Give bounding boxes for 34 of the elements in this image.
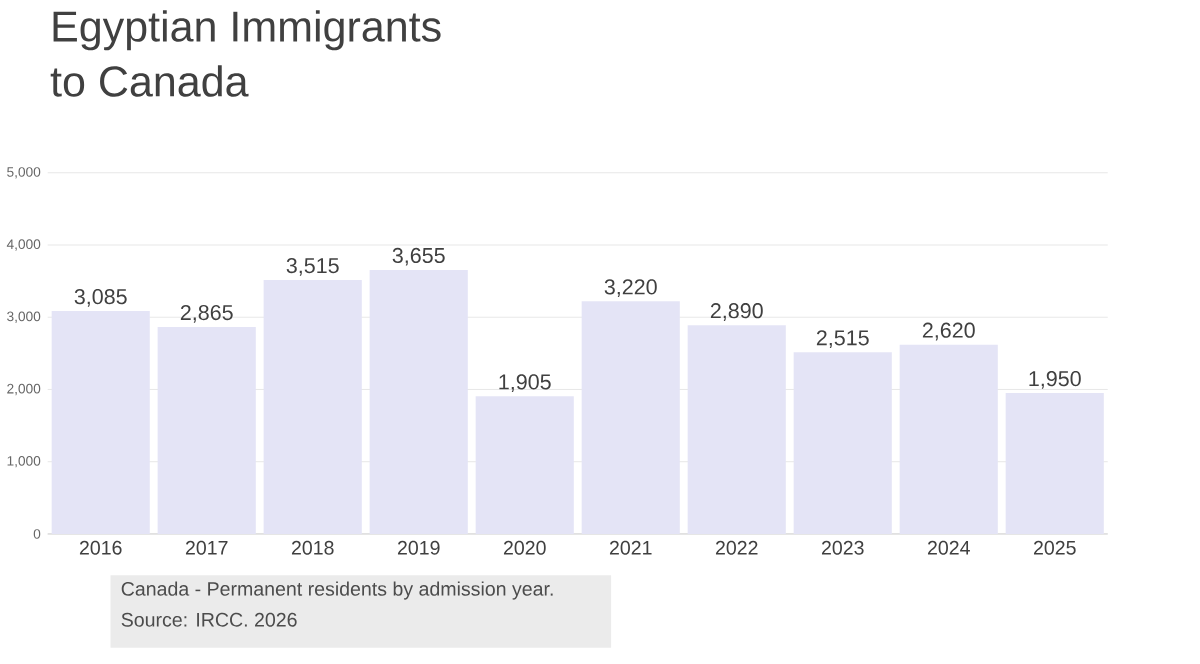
bar bbox=[369, 270, 468, 535]
data-label: 2,865 bbox=[180, 305, 233, 323]
x-tick-label: 2017 bbox=[185, 541, 228, 555]
x-tick-label: 2022 bbox=[715, 541, 758, 555]
x-tick-label: 2021 bbox=[609, 541, 652, 555]
data-label: 3,220 bbox=[604, 279, 657, 298]
bar bbox=[581, 301, 680, 535]
x-tick-label: 2023 bbox=[821, 541, 864, 555]
data-label: 1,905 bbox=[499, 374, 551, 393]
x-tick-label: 2025 bbox=[1033, 541, 1076, 555]
chart-title: Egyptian Immigrants bbox=[53, 10, 441, 51]
x-tick-label: 2018 bbox=[291, 541, 334, 555]
text: Canada - Permanent residents by admission year. bbox=[121, 581, 553, 600]
bar bbox=[157, 327, 256, 535]
x-tick-label: 2020 bbox=[503, 541, 546, 555]
x-tick-label: 2016 bbox=[79, 541, 122, 555]
bar bbox=[687, 325, 786, 535]
data-label: 3,515 bbox=[286, 258, 339, 276]
bar bbox=[263, 280, 362, 535]
data-label: 2,620 bbox=[922, 322, 975, 341]
bar bbox=[51, 311, 150, 535]
x-tick-label: 2024 bbox=[927, 541, 970, 555]
data-label: 3,085 bbox=[74, 289, 127, 308]
data-label: 1,950 bbox=[1029, 371, 1081, 390]
bar bbox=[475, 396, 574, 535]
bar bbox=[793, 352, 892, 535]
x-tick-label: 2019 bbox=[397, 541, 440, 555]
data-label: 2,515 bbox=[816, 330, 869, 349]
data-label: 3,655 bbox=[392, 248, 445, 266]
bar bbox=[899, 344, 998, 535]
source-note: Source: IRCC. 2026 bbox=[121, 613, 297, 627]
chart-subtitle: to Canada bbox=[50, 65, 249, 98]
bar bbox=[1005, 393, 1104, 535]
data-label: 2,890 bbox=[710, 303, 763, 322]
